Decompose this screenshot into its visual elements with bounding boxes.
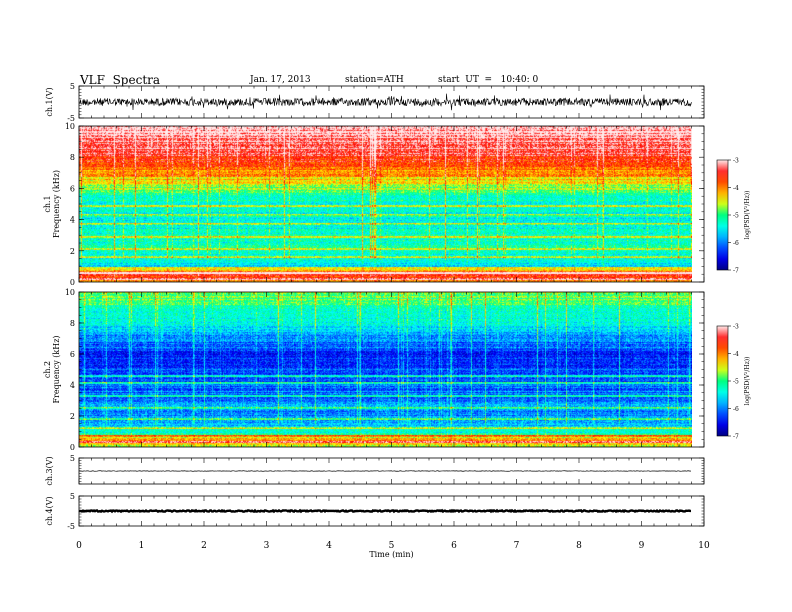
x-tick-label: 9: [639, 541, 645, 551]
ch-1-waveform-trace: [78, 93, 692, 111]
station-label: station=ATH: [345, 75, 404, 85]
y-tick-label: 5: [70, 492, 75, 501]
colorbar-label: log(PSD(V²/Hz)): [744, 191, 751, 240]
y-tick-label: 0: [70, 443, 75, 452]
colorbar-tick-label: -6: [733, 240, 739, 247]
y-tick-label: -5: [67, 522, 75, 531]
y-axis-label: Frequency (kHz): [52, 335, 61, 403]
y-tick-label: 4: [70, 216, 75, 225]
y-axis-label: ch.4(V): [45, 496, 54, 525]
y-tick-label: -5: [67, 114, 75, 123]
y-tick-label: 5: [70, 454, 75, 463]
x-tick-label: 5: [389, 541, 395, 551]
colorbar-gradient: [716, 325, 729, 437]
y-tick-label: 0: [70, 278, 75, 287]
y-axis-label: Frequency (kHz): [52, 170, 61, 238]
y-tick-label: 2: [70, 412, 75, 421]
ch-2-spectrogram-image: [79, 292, 692, 447]
y-tick-label: 2: [70, 247, 75, 256]
x-tick-label: 2: [201, 541, 207, 551]
x-tick-label: 6: [451, 541, 457, 551]
x-tick-label: 1: [139, 541, 145, 551]
colorbar-tick-label: -7: [733, 268, 739, 275]
colorbar-tick-label: -6: [733, 406, 739, 413]
x-tick-label: 3: [264, 541, 270, 551]
y-axis-label: ch.1(V): [45, 87, 54, 116]
colorbar-tick-label: -3: [733, 158, 739, 165]
colorbar-tick-label: -5: [733, 213, 739, 220]
x-tick-label: 10: [698, 541, 710, 551]
x-axis-label: Time (min): [369, 550, 413, 559]
x-tick-label: 8: [576, 541, 582, 551]
colorbar-label: log(PSD(V²/Hz)): [744, 357, 751, 406]
colorbar-tick-label: -3: [733, 324, 739, 331]
chart-title: VLF Spectra: [80, 73, 161, 87]
ch-4-waveform-trace: [78, 508, 692, 514]
y-tick-label: 6: [70, 350, 75, 359]
y-tick-label: 10: [65, 288, 75, 297]
colorbar-gradient: [716, 159, 729, 271]
x-tick-label: 0: [76, 541, 82, 551]
colorbar-1: [716, 159, 731, 271]
ch-3-waveform-trace: [78, 470, 692, 472]
y-tick-label: 6: [70, 184, 75, 193]
date-label: Jan. 17, 2013: [250, 75, 311, 85]
ch-1-spectrogram-image: [79, 126, 692, 282]
start-time-label: start UT = 10:40: 0: [438, 75, 539, 85]
x-tick-label: 4: [326, 541, 332, 551]
y-axis-label: ch.3(V): [45, 456, 54, 485]
panel-label: ch.2: [43, 361, 52, 378]
y-tick-label: 8: [70, 319, 75, 328]
x-tick-label: 7: [514, 541, 520, 551]
y-tick-label: 5: [70, 82, 75, 91]
colorbar-tick-label: -5: [733, 379, 739, 386]
y-tick-label: 4: [70, 381, 75, 390]
colorbar-tick-label: -4: [733, 351, 739, 358]
y-tick-label: 10: [65, 122, 75, 131]
colorbar-tick-label: -4: [733, 185, 739, 192]
colorbar-2: [716, 325, 731, 437]
panel-label: ch.1: [43, 195, 52, 212]
y-tick-label: 8: [70, 153, 75, 162]
colorbar-tick-label: -7: [733, 434, 739, 441]
